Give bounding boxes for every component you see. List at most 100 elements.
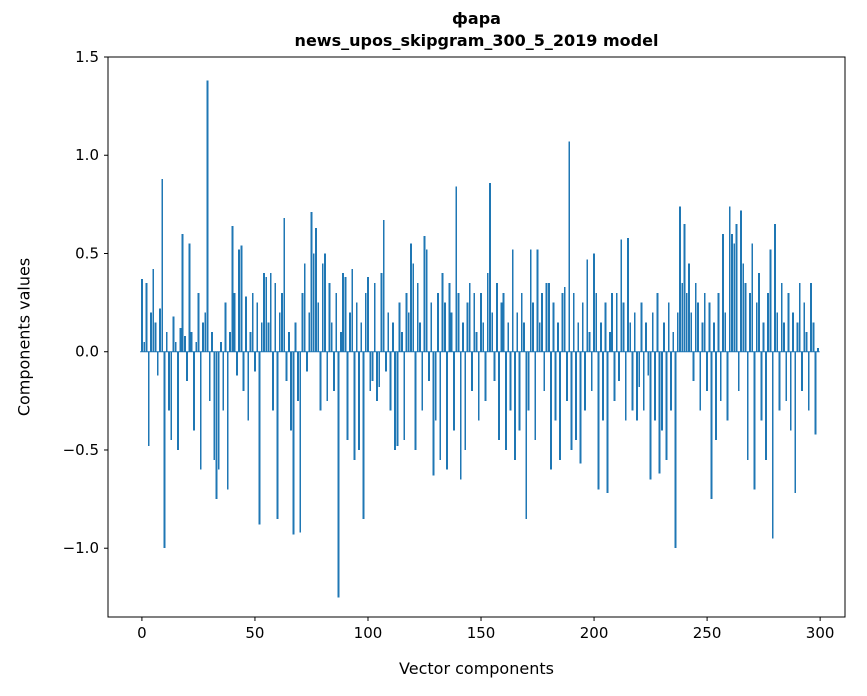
bar — [805, 332, 808, 352]
bar — [608, 332, 611, 352]
bar — [789, 351, 792, 431]
bar — [269, 273, 272, 352]
bar — [529, 249, 532, 352]
bar — [337, 351, 340, 598]
bar — [378, 351, 381, 388]
bar — [358, 351, 360, 450]
bar — [274, 282, 277, 352]
bar — [170, 351, 173, 441]
bar — [523, 322, 525, 352]
bar — [437, 292, 439, 352]
bar — [572, 292, 575, 352]
bar — [213, 351, 216, 460]
bar — [308, 312, 311, 352]
bar — [235, 351, 238, 376]
bar — [547, 282, 550, 352]
bar — [520, 292, 523, 352]
bar — [737, 351, 740, 392]
bar — [563, 286, 566, 352]
bar — [532, 302, 534, 352]
bar — [588, 332, 591, 352]
bar — [260, 322, 263, 352]
bar — [561, 292, 564, 352]
bar — [299, 351, 302, 533]
bar — [575, 351, 577, 441]
bar — [570, 351, 573, 450]
bar — [452, 351, 455, 431]
bar — [665, 351, 668, 460]
bar — [590, 351, 593, 392]
bar — [688, 263, 690, 352]
bar — [464, 351, 467, 450]
bar — [362, 351, 365, 519]
bar — [443, 302, 446, 352]
bar — [554, 351, 557, 421]
bar — [480, 292, 482, 352]
bar — [222, 351, 225, 411]
bar — [168, 351, 170, 411]
bar — [633, 312, 636, 352]
bar — [265, 277, 268, 352]
x-tick-label: 300 — [806, 624, 835, 642]
bar — [204, 312, 207, 352]
bar — [504, 351, 507, 450]
bar — [324, 253, 326, 352]
bar — [147, 351, 150, 447]
x-tick-label: 0 — [137, 624, 147, 642]
bar — [774, 224, 776, 352]
bar — [405, 292, 408, 352]
bar — [498, 351, 501, 441]
bar — [396, 351, 399, 447]
bar — [740, 210, 742, 352]
x-tick-label: 100 — [354, 624, 383, 642]
bar — [518, 351, 521, 431]
bar — [371, 351, 374, 382]
bar — [649, 351, 652, 480]
bar — [769, 249, 772, 352]
bar — [344, 277, 347, 352]
bar — [310, 212, 313, 352]
bar — [468, 282, 471, 352]
bar — [484, 351, 487, 401]
bar — [367, 277, 369, 352]
bar — [502, 292, 505, 352]
bar — [251, 292, 254, 352]
bar — [459, 351, 462, 480]
bar — [188, 243, 191, 352]
bar — [579, 351, 582, 464]
bar — [240, 245, 243, 352]
bar — [263, 273, 265, 352]
bar — [631, 351, 634, 411]
bar — [190, 332, 193, 352]
bar — [613, 351, 616, 401]
bar — [712, 322, 715, 352]
bar — [545, 282, 548, 352]
bar — [202, 322, 204, 352]
bar — [674, 351, 677, 549]
bar — [701, 322, 704, 352]
axis-ticks — [104, 56, 821, 621]
bar — [611, 292, 614, 352]
bar — [731, 233, 733, 352]
bar — [758, 273, 760, 352]
plot-frame — [107, 56, 846, 618]
bar — [794, 351, 797, 494]
bar — [638, 351, 641, 388]
bar — [640, 302, 643, 352]
bar — [792, 312, 794, 352]
bar — [421, 351, 424, 411]
x-tick-label: 150 — [467, 624, 496, 642]
bar — [742, 263, 745, 352]
y-tick-label: 1.5 — [75, 48, 99, 66]
bar — [292, 351, 295, 535]
bar — [231, 225, 234, 352]
bar — [527, 351, 530, 411]
bar — [627, 237, 629, 352]
bar — [141, 279, 143, 352]
bar — [416, 282, 419, 352]
bar — [407, 312, 410, 352]
bar — [398, 302, 401, 352]
bar — [735, 224, 738, 352]
bar — [373, 282, 376, 352]
bar — [493, 351, 496, 382]
